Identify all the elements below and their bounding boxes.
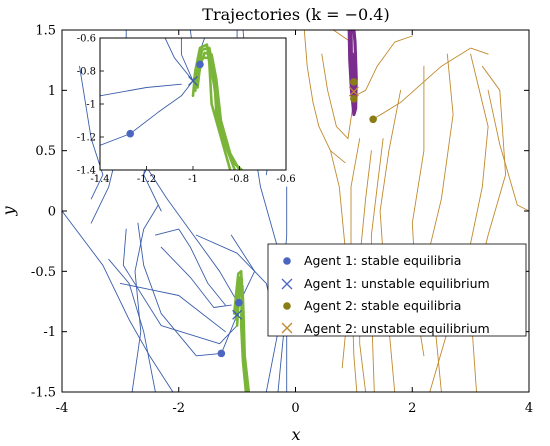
main-axis-ticks: -4 -2 0 2 4 -1.5 -1 -0.5 0 0.5 1 1.5 xyxy=(31,24,533,417)
agent2-stable-point-1 xyxy=(369,115,377,124)
agent1-attractor-band-3 xyxy=(235,282,251,392)
legend-agent2-unstable-marker xyxy=(281,322,293,334)
inset-y-tick-label-1: -0.6 xyxy=(77,34,96,45)
x-tick-label-4: 2 xyxy=(408,401,416,416)
inset-x-tick-label-3: -1 xyxy=(188,174,198,185)
inset-agent1-trajectory-4 xyxy=(164,38,194,82)
agent1-stable-point-1 xyxy=(235,298,243,307)
agent2-unstable-point-1 xyxy=(348,86,359,97)
agent2-trajectory-5 xyxy=(470,65,507,392)
agent1-trajectory-10 xyxy=(119,282,226,333)
inset-agent1-trajectory-3 xyxy=(100,133,131,146)
y-tick-label-6: 1 xyxy=(48,84,56,99)
legend-entry-agent1-unstable: Agent 1: unstable equilibrium xyxy=(304,276,490,291)
legend: Agent 1: stable equilibria Agent 1: unst… xyxy=(267,243,527,337)
chart-title: Trajectories (k = −0.4) xyxy=(202,5,389,24)
inset-x-tick-label-2: -1.2 xyxy=(137,174,156,185)
x-tick-label-1: -4 xyxy=(56,401,69,416)
agent2-trajectory-1 xyxy=(303,30,346,164)
agent2-trajectory-3 xyxy=(353,35,413,97)
agent1-trajectory-2 xyxy=(79,65,104,200)
agent1-trajectory-9 xyxy=(154,228,226,306)
legend-agent1-stable-marker xyxy=(283,257,291,265)
inset-axis-ticks: -1.4 -1.2 -1 -0.8 -0.6 -0.6 -0.8 -1 -1.2 -1.4 xyxy=(77,34,296,186)
inset-agent1-attractor-band-4 xyxy=(196,56,244,170)
inset-y-tick-label-4: -1.2 xyxy=(77,133,96,144)
x-axis-label: x xyxy=(291,425,300,444)
legend-entry-agent1-stable: Agent 1: stable equilibria xyxy=(304,253,461,268)
inset-agent1-trajectory-1 xyxy=(180,38,194,82)
y-tick-label-4: 0 xyxy=(48,205,56,220)
agent1-trajectory-6 xyxy=(137,222,238,357)
agent2-stable-point-3 xyxy=(350,78,358,86)
inset-y-tick-label-5: -1.4 xyxy=(77,166,96,177)
agent1-trajectory-4 xyxy=(62,210,174,392)
y-tick-label-1: -1.5 xyxy=(31,386,56,401)
inset-agent1-stable-point-2 xyxy=(126,129,135,138)
inset-plot-area xyxy=(100,38,244,170)
inset-x-tick-label-1: -1.4 xyxy=(90,174,109,185)
agent2-stable-point-2 xyxy=(350,94,358,103)
legend-agent1-unstable-marker xyxy=(281,278,293,290)
x-tick-label-5: 4 xyxy=(525,401,533,416)
agent1-trajectory-3 xyxy=(131,204,159,392)
agent1-stable-point-2 xyxy=(217,349,226,358)
inset-y-tick-label-3: -1 xyxy=(86,100,96,111)
inset-background xyxy=(100,38,286,170)
agent1-unstable-point-1 xyxy=(232,309,243,320)
y-tick-label-7: 1.5 xyxy=(35,24,56,39)
agent1-trajectory-8 xyxy=(160,246,232,308)
agent2-trajectory-12 xyxy=(487,89,529,212)
y-axis-label: y xyxy=(0,206,18,217)
legend-agent2-stable-marker xyxy=(283,302,291,310)
inset-y-tick-label-2: -0.8 xyxy=(77,67,96,78)
legend-box xyxy=(267,243,527,337)
agent2-trajectory-7 xyxy=(429,53,454,392)
inset-x-tick-label-5: -0.6 xyxy=(276,174,295,185)
x-tick-label-3: 0 xyxy=(291,401,299,416)
agent2-trajectory-4 xyxy=(372,47,489,120)
legend-entry-agent2-unstable: Agent 2: unstable equilibrium xyxy=(304,321,490,336)
agent1-trajectory-5 xyxy=(108,258,156,392)
y-tick-label-2: -1 xyxy=(43,325,56,340)
agent2-trajectory-6 xyxy=(429,53,489,392)
inset-panel: -1.4 -1.2 -1 -0.8 -0.6 -0.6 -0.8 -1 -1.2 -1.4 xyxy=(77,34,296,186)
y-tick-label-3: -0.5 xyxy=(31,265,56,280)
y-tick-label-5: 0.5 xyxy=(35,144,56,159)
inset-x-tick-label-4: -0.8 xyxy=(230,174,249,185)
agent2-trajectory-15 xyxy=(321,53,355,140)
inset-agent1-stable-point-1 xyxy=(196,60,204,69)
agent2-trajectory-9 xyxy=(379,89,402,392)
x-tick-label-2: -2 xyxy=(172,401,185,416)
agent1-trajectory-7 xyxy=(122,228,238,345)
inset-agent1-unstable-point-1 xyxy=(188,75,198,86)
agent1-trajectory-16 xyxy=(195,234,279,392)
legend-entry-agent2-stable: Agent 2: stable equilibria xyxy=(304,298,461,313)
inset-agent1-trajectory-6 xyxy=(100,83,182,97)
